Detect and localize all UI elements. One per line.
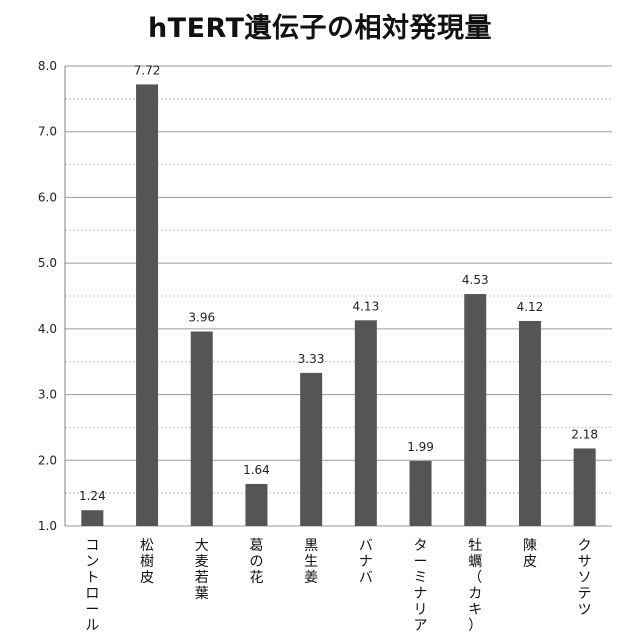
y-tick-label: 4.0 <box>38 322 57 336</box>
data-label: 4.12 <box>517 300 544 314</box>
bar <box>191 331 213 526</box>
data-label: 1.64 <box>243 463 270 477</box>
bar <box>519 321 541 526</box>
data-label: 4.13 <box>352 299 379 313</box>
y-tick-label: 1.0 <box>38 519 57 533</box>
data-label: 2.18 <box>571 427 598 441</box>
data-label: 3.33 <box>298 352 325 366</box>
category-label: 大麦若葉 <box>195 538 209 602</box>
y-tick-labels: 1.0 2.0 3.0 4.0 5.0 6.0 7.0 8.0 <box>38 59 57 533</box>
bar <box>574 448 596 526</box>
category-label: 葛の花 <box>249 538 263 586</box>
y-tick-label: 2.0 <box>38 453 57 467</box>
y-tick-label: 3.0 <box>38 388 57 402</box>
bar <box>300 373 322 526</box>
bar <box>81 510 103 526</box>
bar <box>355 320 377 526</box>
y-tick-label: 5.0 <box>38 256 57 270</box>
bar <box>136 84 158 526</box>
category-label: バナバ <box>359 538 373 586</box>
category-label: ターミナリア <box>414 538 428 634</box>
data-label: 4.53 <box>462 273 489 287</box>
data-label: 7.72 <box>134 63 161 77</box>
data-label: 3.96 <box>188 310 215 324</box>
y-tick-label: 6.0 <box>38 190 57 204</box>
category-label: クサソテツ <box>578 538 592 618</box>
category-label: 陳皮 <box>523 538 537 570</box>
bar <box>464 294 486 526</box>
category-label: 牡蠣（カキ） <box>468 538 482 634</box>
data-label: 1.99 <box>407 440 434 454</box>
y-tick-label: 8.0 <box>38 59 57 73</box>
y-tick-label: 7.0 <box>38 125 57 139</box>
category-label: 黒生姜 <box>304 538 318 586</box>
category-label: コントロール <box>85 538 99 634</box>
data-label: 1.24 <box>79 489 106 503</box>
bar <box>245 484 267 526</box>
category-labels: コントロール 松樹皮 大麦若葉 葛の花 黒生姜 バナバ ターミナリア 牡蠣（カキ） 陳皮 クサソテ… <box>85 538 591 634</box>
category-label: 松樹皮 <box>140 538 154 586</box>
bar <box>410 461 432 526</box>
